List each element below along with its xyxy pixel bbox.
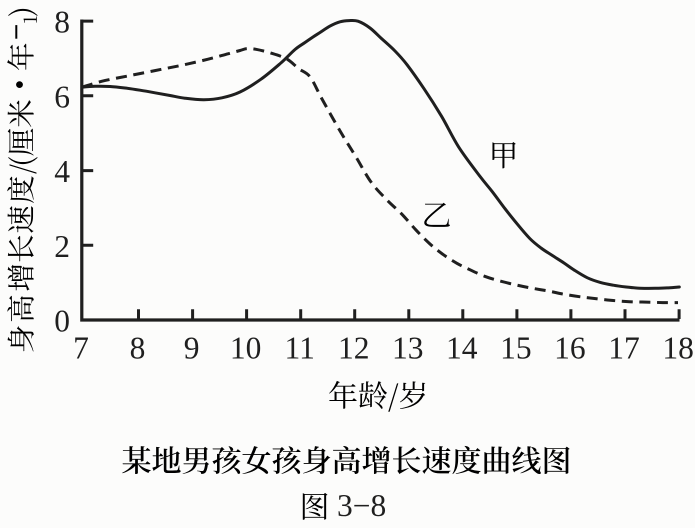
svg-text:3−8: 3−8 bbox=[337, 488, 386, 523]
svg-text:10: 10 bbox=[230, 331, 262, 366]
svg-text:2: 2 bbox=[54, 229, 70, 264]
svg-text:8: 8 bbox=[54, 5, 70, 40]
svg-text:12: 12 bbox=[338, 331, 370, 366]
svg-text:6: 6 bbox=[54, 79, 70, 114]
svg-text:14: 14 bbox=[446, 331, 478, 366]
svg-text:8: 8 bbox=[130, 331, 146, 366]
svg-text:13: 13 bbox=[392, 331, 424, 366]
svg-text:15: 15 bbox=[500, 331, 532, 366]
svg-text:0: 0 bbox=[54, 304, 70, 339]
svg-text:4: 4 bbox=[54, 154, 70, 189]
svg-text:7: 7 bbox=[73, 331, 89, 366]
svg-text:16: 16 bbox=[554, 331, 586, 366]
svg-text:11: 11 bbox=[285, 331, 315, 366]
svg-text:17: 17 bbox=[608, 331, 640, 366]
svg-text:9: 9 bbox=[184, 331, 200, 366]
svg-text:18: 18 bbox=[662, 331, 694, 366]
